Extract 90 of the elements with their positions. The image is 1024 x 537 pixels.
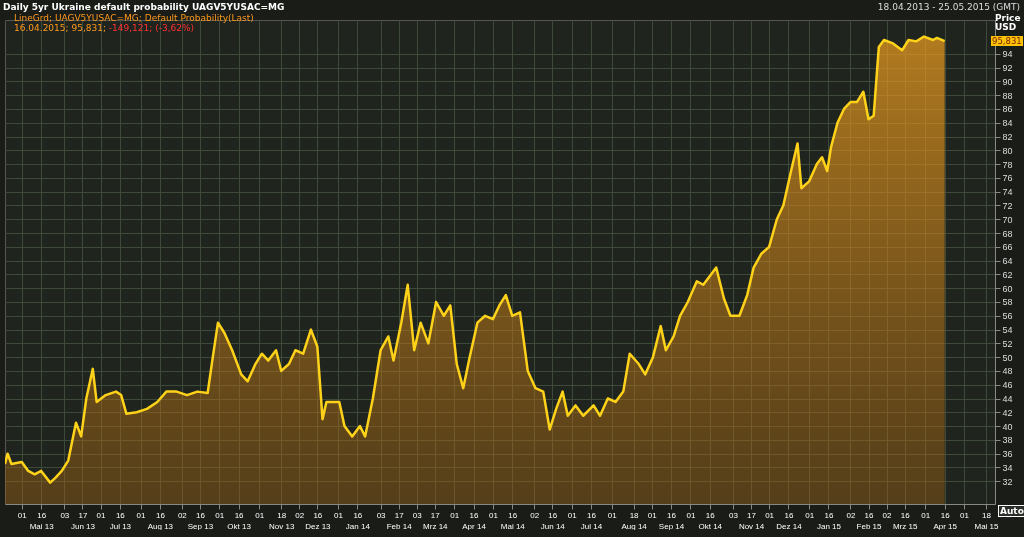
y-tick-label: 52: [1002, 338, 1013, 349]
y-tick-label: 36: [1002, 449, 1013, 460]
x-tick-label: 01: [567, 510, 578, 520]
x-tick-label: 16 Dez 14: [776, 510, 803, 531]
y-tick-label: 38: [1002, 435, 1013, 446]
x-tick-label: 02: [295, 510, 305, 520]
x-tick-label: 16 Okt 14: [698, 510, 723, 531]
y-tick-label: 66: [1002, 242, 1013, 253]
y-tick-label: 34: [1002, 462, 1013, 473]
x-tick-label: 17 Nov 14: [738, 510, 765, 531]
x-tick-label: 01: [334, 510, 344, 520]
y-tick-label: 54: [1002, 325, 1013, 336]
x-tick-label: 01: [136, 510, 147, 520]
x-tick-label: 01: [450, 510, 460, 520]
x-tick-label: 01: [488, 510, 499, 520]
x-tick-label: 16 Apr 15: [933, 510, 958, 531]
y-tick-label: 76: [1002, 173, 1013, 184]
y-tick-label: 84: [1002, 118, 1013, 129]
x-tick-label: 01: [805, 510, 815, 520]
y-tick-label: 72: [1002, 200, 1013, 211]
x-tick-label: 16 Jan 14: [345, 510, 371, 531]
y-tick-label: 50: [1002, 352, 1013, 363]
x-tick-label: 17 Mrz 14: [423, 510, 449, 531]
y-tick-label: 62: [1002, 269, 1013, 280]
y-tick-label: 40: [1002, 421, 1013, 432]
x-tick-label: 03: [376, 510, 387, 520]
chart-title: Daily 5yr Ukraine default probability UAGV5YUSAC=MG: [3, 2, 285, 12]
chart-subtitle: LineGrd; UAGV5YUSAC=MG; Default Probability(Last): [14, 13, 254, 23]
y-tick-label: 80: [1002, 145, 1013, 156]
annotation: 95,831: [991, 36, 1023, 46]
x-tick-label: 01: [647, 510, 658, 520]
x-tick-label: 16 Aug 13: [147, 510, 174, 531]
y-tick-label: 44: [1002, 394, 1013, 405]
y-tick-label: 48: [1002, 366, 1013, 377]
y-tick-label: 58: [1002, 297, 1013, 308]
x-tick-label: 01: [255, 510, 265, 520]
y-tick-label: 64: [1002, 256, 1013, 267]
y-tick-label: 92: [1002, 63, 1013, 74]
x-tick-label: 01: [215, 510, 225, 520]
x-tick-label: 02: [530, 510, 540, 520]
y-tick-label: 42: [1002, 407, 1013, 418]
x-tick-label: 16 Mai 13: [29, 510, 55, 531]
y-tick-label: 32: [1002, 476, 1013, 487]
y-tick-label: 86: [1002, 104, 1013, 115]
text: 18.04.2013 - 25.05.2015 (GMT): [877, 2, 1020, 12]
y-axis-title: Price USD: [995, 13, 1022, 32]
annotation: -149,121; (-3,62%): [108, 23, 195, 33]
y-tick-label: 88: [1002, 90, 1013, 101]
x-tick-label: 16 Jul 13: [109, 510, 132, 531]
x-tick-label: 01: [960, 510, 970, 520]
x-tick-label: 01: [765, 510, 775, 520]
x-tick-label: 17 Feb 14: [386, 510, 413, 531]
y-tick-label: 70: [1002, 214, 1013, 225]
y-tick-label: 94: [1002, 49, 1013, 60]
annotation: 16.04.2015; 95,831;: [14, 23, 106, 33]
x-tick-label: 01: [96, 510, 107, 520]
x-tick-label: 16 Sep 13: [187, 510, 214, 531]
x-tick-label: 01: [686, 510, 696, 520]
x-tick-label: 16 Mrz 15: [892, 510, 918, 531]
x-tick-label: 16 Jan 15: [816, 510, 842, 531]
x-tick-label: 03: [412, 510, 423, 520]
x-tick-label: 16 Jun 14: [540, 510, 566, 531]
x-tick-label: 16 Feb 15: [856, 510, 883, 531]
auto-button: Auto: [998, 505, 1024, 517]
y-tick-label: 68: [1002, 228, 1013, 239]
x-tick-label: 02: [177, 510, 188, 520]
x-tick-label: 16 Sep 14: [658, 510, 685, 531]
x-tick-label: 16 Dez 13: [305, 510, 332, 531]
y-tick-label: 74: [1002, 187, 1013, 198]
x-tick-label: 18 Aug 14: [621, 510, 648, 531]
x-tick-label: 01: [921, 510, 931, 520]
x-tick-label: 18 Mai 15: [974, 510, 1000, 531]
y-tick-label: 60: [1002, 283, 1013, 294]
x-tick-label: 02: [882, 510, 893, 520]
x-tick-label: 16 Apr 14: [462, 510, 487, 531]
y-tick-label: 90: [1002, 76, 1013, 87]
x-tick-label: 03: [60, 510, 70, 520]
x-tick-label: 16 Mai 14: [500, 510, 526, 531]
x-tick-label: 01: [17, 510, 28, 520]
x-tick-label: 01: [607, 510, 618, 520]
x-tick-label: 16 Okt 13: [227, 510, 252, 531]
y-tick-label: 78: [1002, 159, 1013, 170]
x-tick-label: 02: [846, 510, 856, 520]
x-tick-label: 16 Jul 14: [580, 510, 603, 531]
y-tick-label: 46: [1002, 380, 1013, 391]
x-tick-label: 03: [729, 510, 739, 520]
x-tick-label: 17 Jun 13: [70, 510, 96, 531]
x-tick-label: 18 Nov 13: [269, 510, 295, 531]
y-tick-label: 82: [1002, 132, 1013, 143]
y-tick-label: 56: [1002, 311, 1013, 322]
